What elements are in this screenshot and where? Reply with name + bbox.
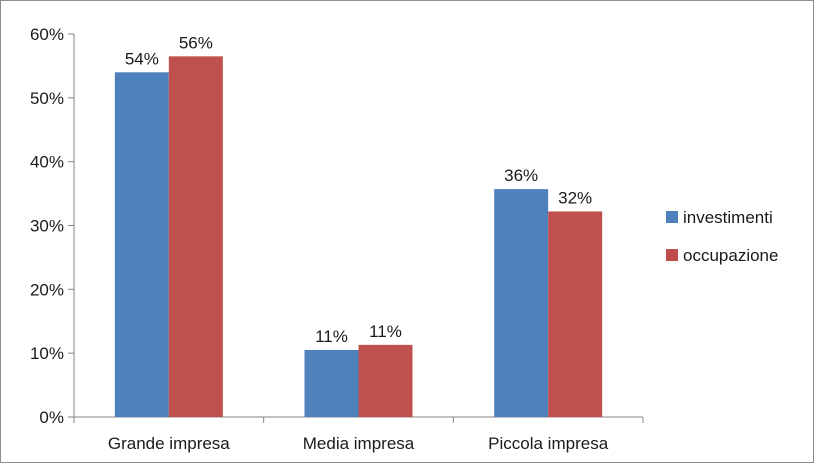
legend-label: occupazione xyxy=(683,246,778,265)
data-label: 11% xyxy=(369,322,402,341)
chart-bars xyxy=(114,56,603,418)
data-label: 36% xyxy=(504,166,538,185)
bar-investimenti-0 xyxy=(114,72,169,418)
chart-legend: investimenti occupazione xyxy=(666,208,778,265)
bar-occupazione-2 xyxy=(548,211,603,417)
legend-label: investimenti xyxy=(683,208,773,227)
data-label: 11% xyxy=(315,327,348,346)
y-tick-label: 40% xyxy=(30,153,64,172)
bar-investimenti-2 xyxy=(494,189,549,417)
legend-swatch-investimenti xyxy=(666,211,678,223)
data-label: 32% xyxy=(558,188,592,207)
chart-labels: 54% 56% Grande impresa 11% 11% Media impresa 3… xyxy=(108,33,609,453)
x-category-label: Grande impresa xyxy=(108,434,230,453)
x-category-label: Media impresa xyxy=(303,434,415,453)
bar-investimenti-1 xyxy=(304,349,359,417)
data-label: 54% xyxy=(125,49,159,68)
y-tick-label: 60% xyxy=(30,25,64,44)
legend-swatch-occupazione xyxy=(666,249,678,261)
bar-occupazione-0 xyxy=(168,56,223,417)
y-tick-label: 0% xyxy=(39,408,64,427)
y-tick-label: 30% xyxy=(30,217,64,236)
data-label: 56% xyxy=(179,33,213,52)
bar-occupazione-1 xyxy=(358,344,413,417)
y-tick-label: 20% xyxy=(30,280,64,299)
y-tick-label: 50% xyxy=(30,89,64,108)
x-category-label: Piccola impresa xyxy=(488,434,609,453)
y-tick-label: 10% xyxy=(30,344,64,363)
